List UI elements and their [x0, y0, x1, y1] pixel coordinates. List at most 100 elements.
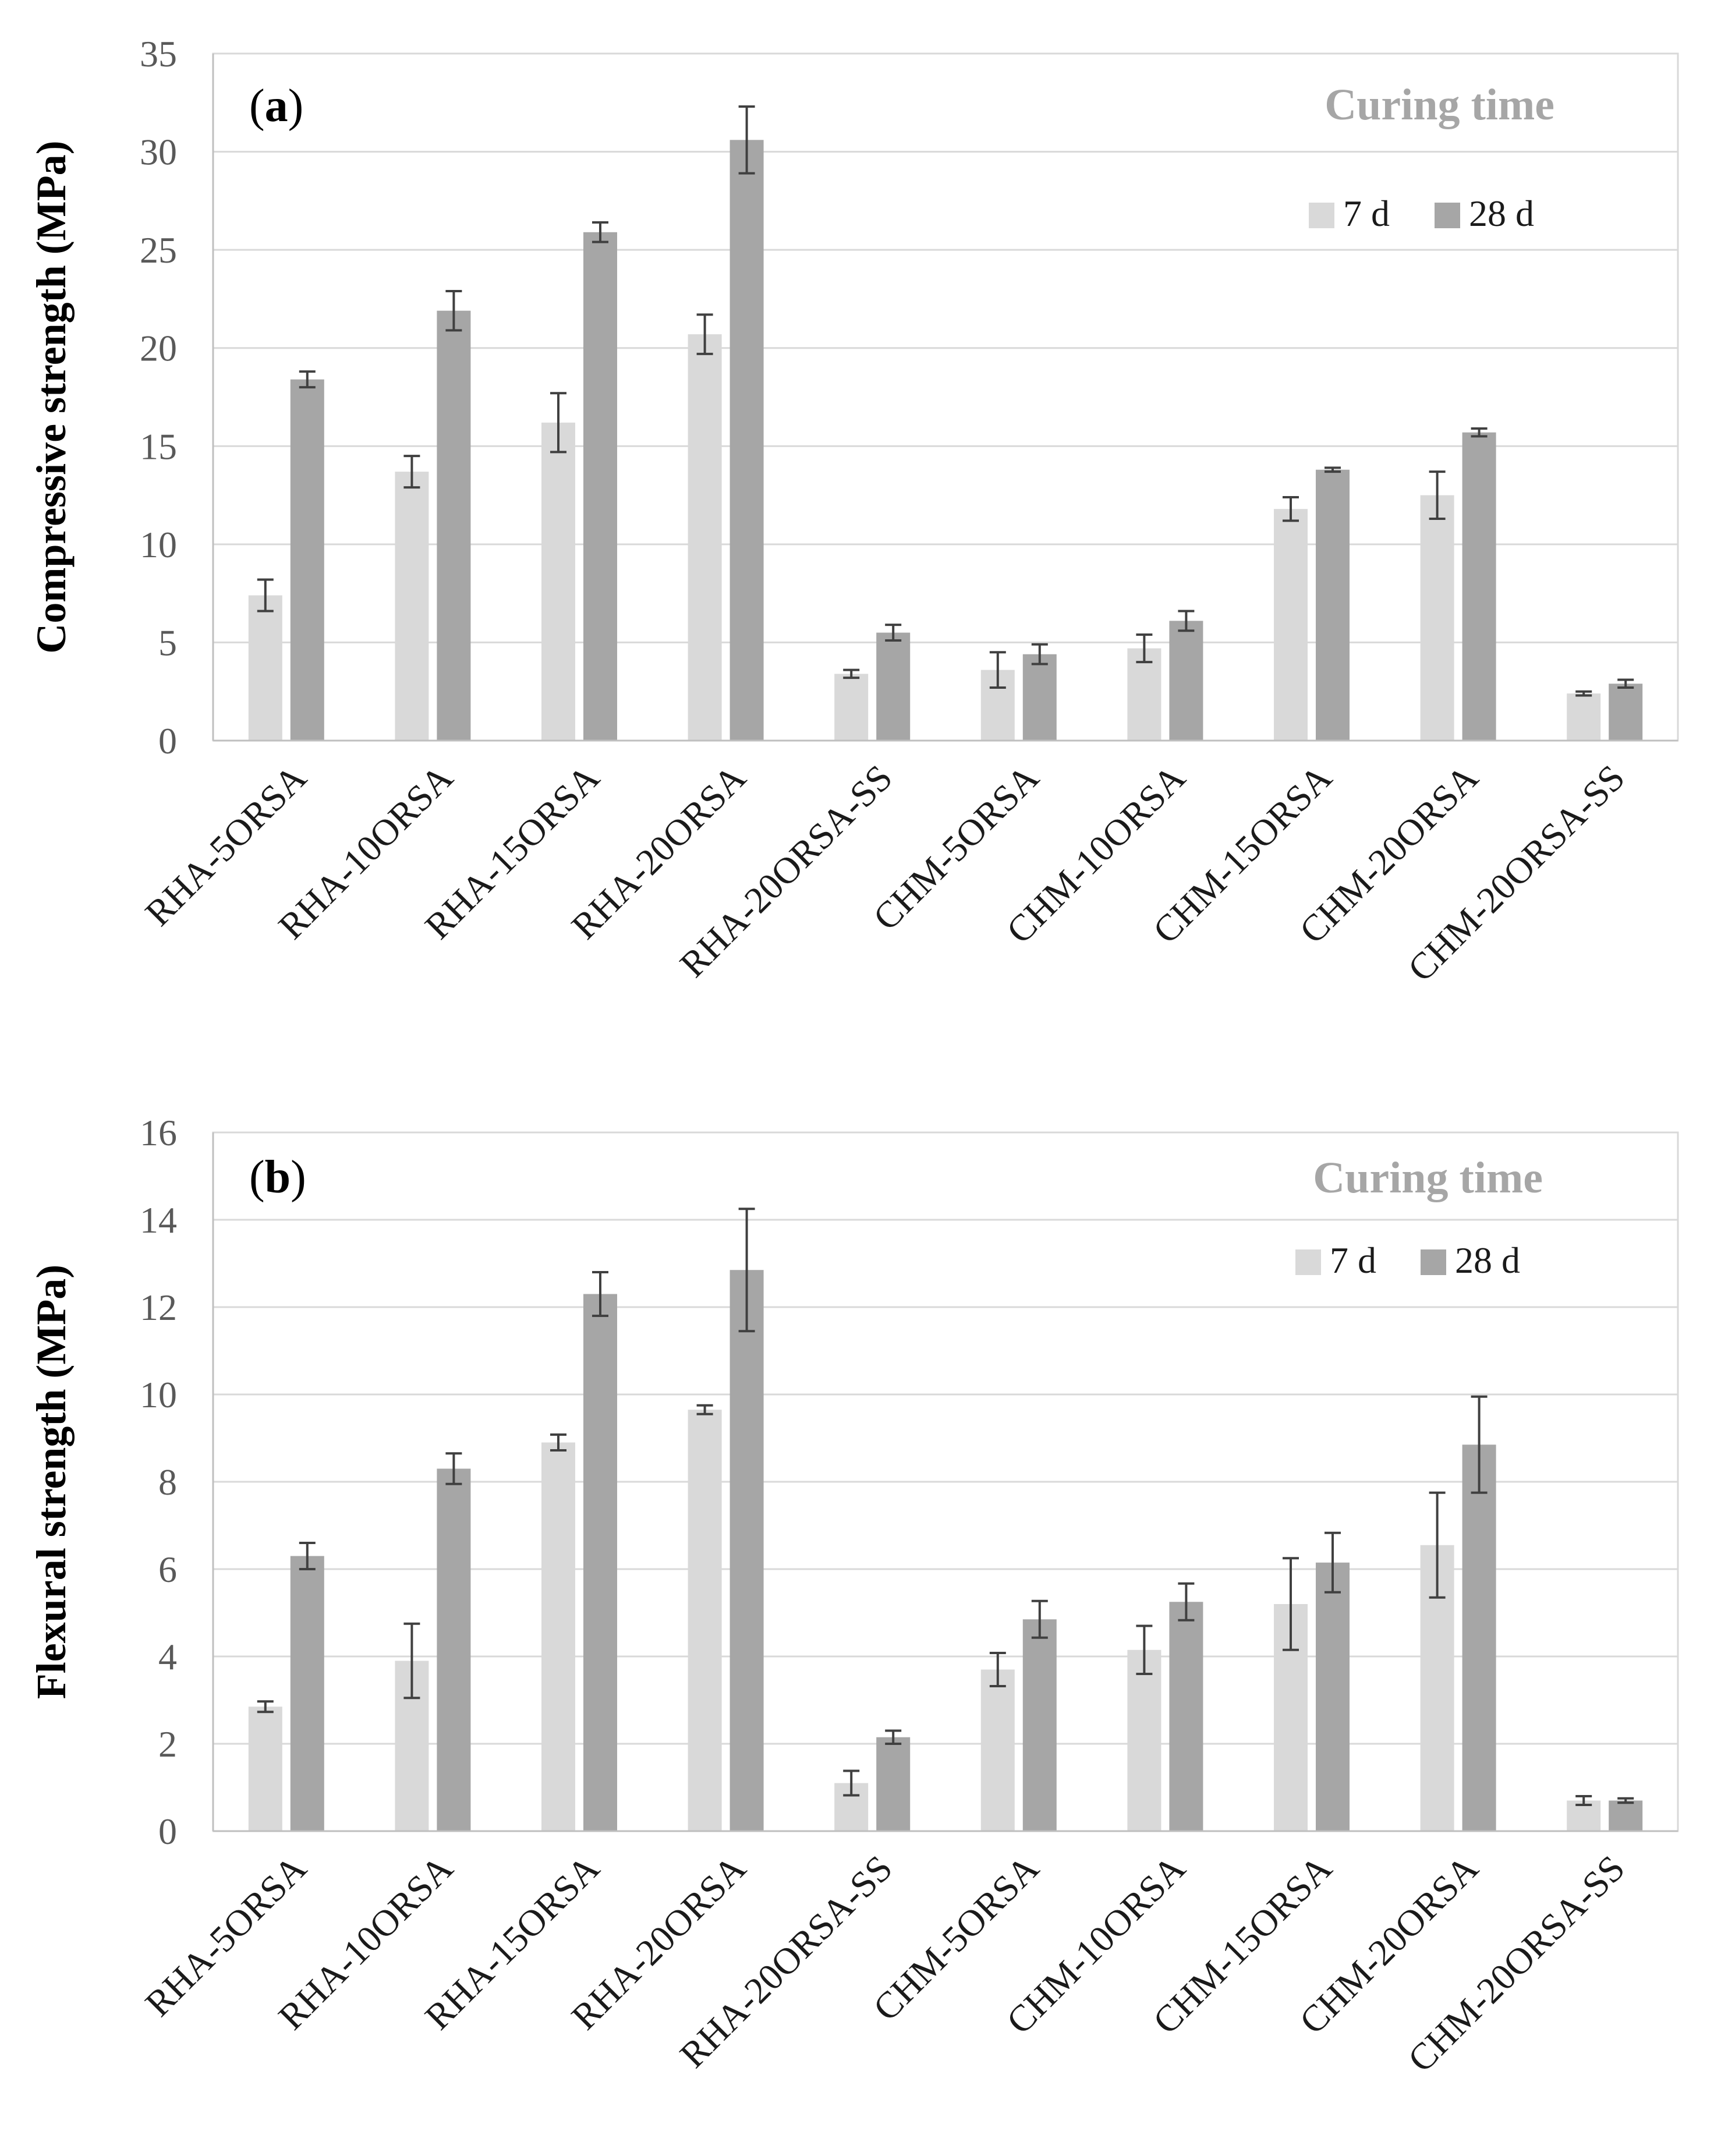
y-tick-label: 0	[158, 720, 177, 762]
plot-area-border	[212, 52, 1679, 742]
y-tick-label: 20	[140, 328, 177, 369]
bar-rha-10orsa-28-d	[437, 310, 471, 741]
error-bar-chm-5orsa-28-d	[1031, 1599, 1048, 1639]
bar-rha-20orsa-28-d	[729, 140, 764, 741]
bar-chm-20orsa-ss-28-d	[1609, 1800, 1643, 1831]
error-bar-rha-15orsa-28-d	[592, 221, 608, 243]
bar-rha-15orsa-7-d	[541, 1442, 575, 1831]
bar-chm-20orsa-ss-28-d	[1609, 684, 1643, 741]
error-bar-rha-10orsa-28-d	[445, 1452, 462, 1485]
bar-chm-20orsa-ss-7-d	[1567, 693, 1601, 741]
bar-chm-20orsa-28-d	[1462, 1445, 1496, 1831]
error-bar-rha-20orsa-ss-28-d	[885, 1729, 902, 1745]
bar-rha-20orsa-ss-28-d	[876, 1737, 911, 1831]
bars	[248, 140, 1643, 741]
bar-chm-10orsa-7-d	[1127, 648, 1161, 741]
error-bar-chm-5orsa-7-d	[989, 651, 1006, 689]
error-bar-rha-20orsa-7-d	[696, 1404, 713, 1415]
legend-label-28d: 28 d	[1455, 1240, 1520, 1281]
error-bar-chm-20orsa-ss-7-d	[1575, 690, 1592, 697]
y-tick-label: 15	[140, 426, 177, 467]
legend-title: Curing time	[1325, 80, 1554, 129]
error-bar-rha-5orsa-28-d	[299, 370, 316, 389]
y-tick-label: 25	[140, 229, 177, 271]
error-bar-rha-10orsa-7-d	[403, 455, 420, 489]
error-bar-rha-5orsa-7-d	[257, 578, 274, 613]
y-tick-label: 12	[140, 1287, 177, 1328]
error-bar-rha-15orsa-7-d	[550, 1433, 566, 1452]
error-bars	[257, 105, 1634, 697]
error-bar-chm-10orsa-28-d	[1178, 1582, 1195, 1622]
y-tick-label: 10	[140, 524, 177, 565]
error-bar-rha-15orsa-7-d	[550, 392, 566, 454]
legend-swatch-28d	[1421, 1249, 1446, 1275]
legend: 7 d 28 d	[1295, 1240, 1520, 1281]
y-tick-label: 5	[158, 622, 177, 663]
error-bar-chm-5orsa-28-d	[1031, 643, 1048, 665]
y-tick-label: 6	[158, 1549, 177, 1590]
error-bar-rha-15orsa-28-d	[592, 1271, 608, 1317]
legend-title: Curing time	[1313, 1153, 1543, 1202]
legend-label-7d: 7 d	[1343, 193, 1390, 234]
bar-rha-15orsa-7-d	[541, 422, 575, 741]
legend: 7 d 28 d	[1309, 193, 1534, 234]
error-bar-chm-10orsa-7-d	[1136, 633, 1153, 664]
error-bar-rha-20orsa-ss-28-d	[885, 624, 902, 642]
bar-chm-15orsa-28-d	[1316, 469, 1350, 741]
y-axis-title: Flexural strength (MPa)	[28, 1265, 75, 1700]
compressive-strength-chart: 0 5 10 15 20 25 30 35 RHA-5ORSARHA-10ORSARHA-15…	[28, 33, 1679, 990]
y-tick-labels: 0 2 4 6 8 10 12 14 16	[140, 1112, 177, 1852]
bar-rha-5orsa-7-d	[248, 595, 282, 741]
error-bar-rha-20orsa-28-d	[738, 105, 755, 175]
x-tick-labels: RHA-5ORSARHA-10ORSARHA-15ORSARHA-20ORSAR…	[137, 757, 1633, 990]
x-tick-labels: RHA-5ORSARHA-10ORSARHA-15ORSARHA-20ORSAR…	[137, 1847, 1633, 2080]
bar-chm-20orsa-7-d	[1420, 495, 1454, 741]
y-tick-label: 30	[140, 132, 177, 173]
bar-rha-15orsa-28-d	[583, 232, 617, 741]
y-tick-label: 0	[158, 1811, 177, 1852]
error-bar-chm-20orsa-28-d	[1471, 1395, 1488, 1494]
bar-rha-20orsa-ss-28-d	[876, 632, 911, 741]
error-bar-chm-20orsa-ss-28-d	[1617, 678, 1634, 689]
gridlines	[213, 52, 1678, 643]
bar-chm-15orsa-28-d	[1316, 1562, 1350, 1831]
legend-swatch-28d	[1435, 203, 1460, 228]
error-bar-chm-20orsa-7-d	[1429, 470, 1446, 521]
bar-chm-15orsa-7-d	[1274, 509, 1308, 741]
bar-rha-10orsa-28-d	[437, 1468, 471, 1831]
bar-chm-10orsa-28-d	[1169, 621, 1203, 741]
legend-swatch-7d	[1309, 203, 1334, 228]
bar-rha-5orsa-28-d	[290, 379, 324, 741]
y-tick-label: 10	[140, 1374, 177, 1415]
y-tick-label: 2	[158, 1723, 177, 1765]
error-bar-chm-20orsa-7-d	[1429, 1491, 1446, 1599]
error-bar-rha-5orsa-7-d	[257, 1700, 274, 1714]
bar-chm-5orsa-7-d	[980, 1669, 1015, 1831]
error-bars	[257, 1208, 1634, 1806]
bars	[248, 1270, 1643, 1831]
error-bar-rha-20orsa-28-d	[738, 1208, 755, 1333]
panel-label: (b)	[249, 1152, 306, 1203]
bar-rha-15orsa-28-d	[583, 1294, 617, 1831]
bar-chm-5orsa-28-d	[1022, 654, 1057, 741]
bar-rha-20orsa-ss-7-d	[834, 674, 869, 741]
bar-chm-5orsa-28-d	[1022, 1619, 1057, 1831]
error-bar-rha-10orsa-28-d	[445, 289, 462, 332]
error-bar-chm-10orsa-28-d	[1178, 610, 1195, 632]
legend-label-7d: 7 d	[1330, 1240, 1376, 1281]
bar-rha-10orsa-7-d	[395, 472, 429, 741]
error-bar-chm-20orsa-ss-7-d	[1575, 1795, 1592, 1806]
bar-chm-10orsa-7-d	[1127, 1649, 1161, 1831]
error-bar-rha-5orsa-28-d	[299, 1542, 316, 1570]
bar-rha-20orsa-7-d	[688, 334, 722, 741]
legend-label-28d: 28 d	[1469, 193, 1534, 234]
error-bar-rha-20orsa-7-d	[696, 313, 713, 355]
bar-rha-5orsa-28-d	[290, 1556, 324, 1831]
error-bar-chm-15orsa-28-d	[1325, 1531, 1341, 1594]
gridlines	[213, 1131, 1678, 1745]
error-bar-rha-10orsa-7-d	[403, 1622, 420, 1700]
error-bar-chm-15orsa-7-d	[1283, 495, 1299, 522]
error-bar-chm-5orsa-7-d	[989, 1652, 1006, 1687]
error-bar-chm-15orsa-7-d	[1283, 1557, 1299, 1651]
